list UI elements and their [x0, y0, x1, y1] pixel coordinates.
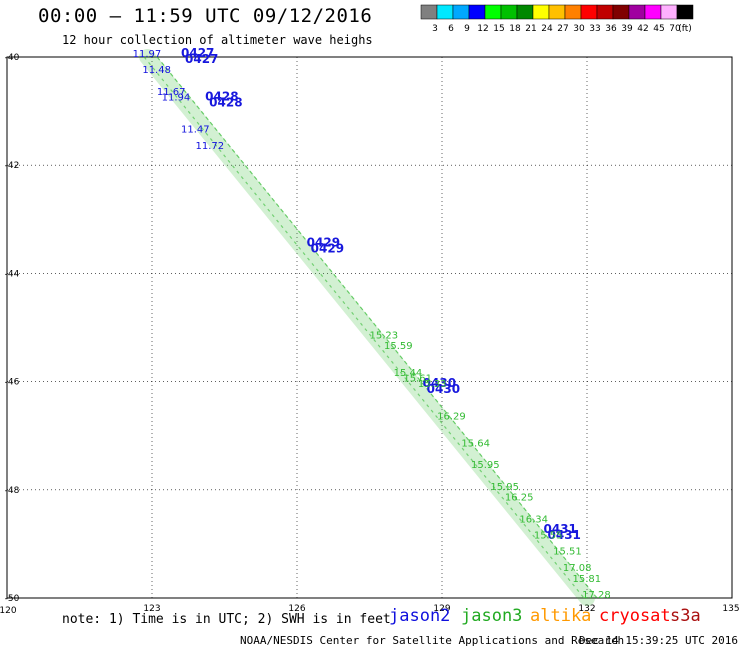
legend-swatch	[564, 4, 582, 20]
legend-value-label: 9	[464, 24, 470, 34]
map-grid	[7, 57, 732, 598]
lon-edge-label: 120	[0, 606, 17, 616]
satellite-tracks	[139, 49, 598, 606]
lat-tick-label: -50	[5, 594, 20, 604]
jason2-pass-label: 0427	[185, 52, 218, 66]
jason2-swh-label: 11.94	[162, 92, 191, 103]
jason2-swh-label: 11.48	[142, 65, 171, 76]
map-title: 00:00 – 11:59 UTC 09/12/2016	[38, 5, 373, 27]
timestamp: Dec 14 15:39:25 UTC 2016	[579, 634, 738, 647]
legend-value-label: 70	[669, 24, 681, 34]
legend-value-label: 3	[432, 24, 438, 34]
jason2-swh-label: 11.97	[133, 49, 162, 60]
lat-tick-label: -40	[5, 53, 20, 63]
lon-edge-label: 135	[722, 604, 739, 614]
legend-jason3: jason3	[461, 606, 523, 626]
credit-line: NOAA/NESDIS Center for Satellite Applica…	[240, 634, 625, 647]
lat-tick-label: -42	[5, 161, 20, 171]
legend-value-label: 18	[509, 24, 521, 34]
legend-swatch	[548, 4, 566, 20]
legend-swatch	[452, 4, 470, 20]
jason3-swh-label: 15.61	[403, 374, 432, 385]
lat-tick-label: -48	[5, 486, 20, 496]
legend-swatch	[580, 4, 598, 20]
legend-value-label: 24	[541, 24, 553, 34]
jason3-track-line	[143, 56, 585, 599]
footer-note: note: 1) Time is in UTC; 2) SWH is in fe…	[62, 612, 391, 627]
jason3-swh-label: 15.33	[418, 379, 447, 390]
legend-unit-label: (ft)	[678, 24, 692, 34]
legend-swatch	[644, 4, 662, 20]
jason2-pass-label: 0429	[307, 235, 340, 249]
jason3-swh-label: 16.34	[519, 514, 548, 525]
legend-value-label: 12	[477, 24, 488, 34]
legend-swatch	[612, 4, 630, 20]
legend-jason2: jason2	[389, 606, 451, 626]
plot-border	[6, 56, 733, 599]
jason3-swh-label: 16.29	[437, 411, 466, 422]
legend-value-label: 6	[448, 24, 454, 34]
axis-ticks: 123 126 129 132 120 135 -40 -42 -44 -46 -48 -50	[0, 53, 740, 616]
legend-swatch	[660, 4, 678, 20]
legend-swatch	[436, 4, 454, 20]
jason3-track-band	[139, 49, 595, 606]
jason3-swh-label: 17.28	[582, 590, 611, 601]
jason2-swh-label: 11.72	[196, 141, 225, 152]
jason3-swh-label: 15.95	[490, 482, 519, 493]
jason2-pass-label: 0430	[423, 376, 456, 390]
lat-tick-label: -44	[5, 269, 20, 279]
legend-swatch	[500, 4, 518, 20]
lon-tick-label: 129	[433, 604, 450, 614]
legend-value-label: 30	[573, 24, 585, 34]
legend-swatch	[532, 4, 550, 20]
legend-swatch	[468, 4, 486, 20]
jason3-swh-label: 15.59	[384, 341, 413, 352]
jason3-swh-label: 15.23	[370, 330, 399, 341]
jason3-swh-label: 15.64	[461, 439, 490, 450]
jason2-pass-label: 0429	[311, 241, 344, 255]
jason2-pass-label: 0431	[544, 522, 577, 536]
legend-cryosat: cryosat	[599, 606, 671, 626]
legend-value-label: 15	[493, 24, 504, 34]
jason3-swh-label: 15.44	[394, 368, 423, 379]
jason2-pass-label: 0428	[205, 89, 238, 103]
legend-value-label: 36	[605, 24, 617, 34]
jason3-swh-label: 15.51	[553, 547, 582, 558]
jason3-swh-label: 17.08	[563, 563, 592, 574]
legend-swatch	[676, 4, 694, 20]
color-legend: 3 6 9 12 15 18 21 24 27 30 33 36 39 42 45 70(ft)	[420, 4, 694, 34]
lon-tick-label: 132	[578, 604, 595, 614]
legend-swatch	[420, 4, 438, 20]
lat-tick-label: -46	[5, 378, 20, 388]
jason2-swh-label: 11.47	[181, 125, 210, 136]
legend-value-label: 42	[637, 24, 648, 34]
jason2-pass-label: 0427	[181, 46, 214, 60]
legend-swatch	[484, 4, 502, 20]
legend-swatch	[516, 4, 534, 20]
jason3-swh-label: 16.25	[505, 493, 534, 504]
legend-value-label: 33	[589, 24, 600, 34]
legend-value-label: 21	[525, 24, 536, 34]
jason3-swh-label: 15.55	[534, 530, 563, 541]
lon-tick-label: 126	[288, 604, 305, 614]
legend-s3a: s3a	[670, 606, 701, 626]
jason3-track-line	[156, 56, 598, 599]
legend-altika: altika	[530, 606, 592, 626]
legend-value-label: 45	[653, 24, 664, 34]
jason2-swh-label: 11.67	[157, 87, 186, 98]
jason2-pass-label: 0431	[548, 528, 581, 542]
jason3-swh-label: 15.81	[573, 574, 602, 585]
jason2-pass-label: 0428	[209, 95, 242, 109]
map-subtitle: 12 hour collection of altimeter wave hei…	[62, 33, 373, 47]
jason2-pass-label: 0430	[427, 382, 460, 396]
map-frame	[6, 56, 733, 599]
lon-tick-label: 123	[143, 604, 160, 614]
legend-swatch	[628, 4, 646, 20]
jason3-swh-label: 15.95	[471, 460, 500, 471]
legend-value-label: 39	[621, 24, 633, 34]
legend-value-label: 27	[557, 24, 568, 34]
legend-swatch	[596, 4, 614, 20]
